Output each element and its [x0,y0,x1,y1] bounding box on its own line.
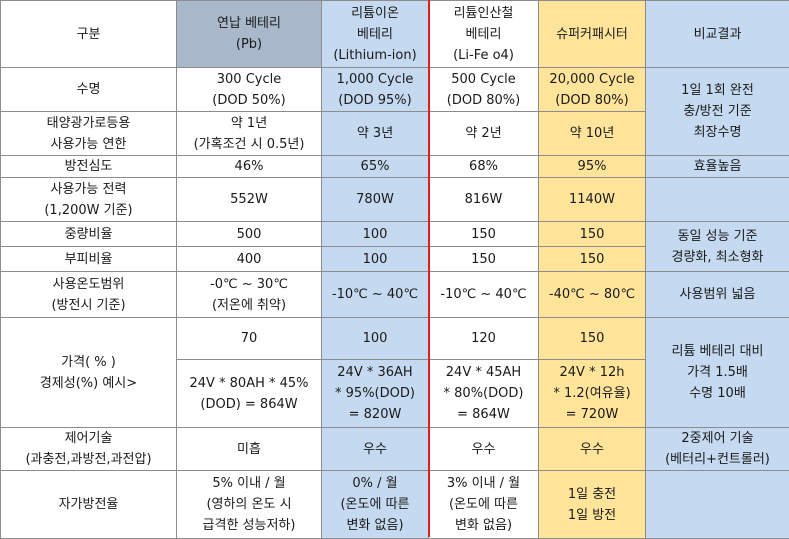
table-row: 가격( % ) 경제성(%) 예시> 70 100 120 150 리튬 베테리… [1,318,789,360]
row-label-temperature: 사용온도범위 (방전시 기준) [1,272,177,318]
cell-lfp-economy: 24V * 45AH * 80%(DOD) = 864W [429,360,539,428]
row-label-control: 제어기술 (과충전,과방전,과전압) [1,428,177,471]
result-weight-volume: 동일 성능 기준 경량화, 최소형화 [646,222,789,272]
cell-lithium-lifespan: 1,000 Cycle (DOD 95%) [322,68,429,112]
cell-lithium-weight-ratio: 100 [322,222,429,247]
cell-lfp-price: 120 [429,318,539,360]
cell-supercap-discharge-depth: 95% [539,156,646,178]
row-label-solar-years: 태양광가로등용 사용가능 연한 [1,112,177,156]
cell-lead-discharge-depth: 46% [177,156,322,178]
header-lfp-battery: 리튬인산철 베테리 (Li-Fe o4) [429,1,539,68]
cell-lead-self-discharge: 5% 이내 / 월 (영하의 온도 시 급격한 성능저하) [177,471,322,539]
cell-supercap-solar-years: 약 10년 [539,112,646,156]
table-row: 자가방전율 5% 이내 / 월 (영하의 온도 시 급격한 성능저하) 0% /… [1,471,789,539]
cell-lead-usable-power: 552W [177,178,322,222]
cell-supercap-economy: 24V * 12h * 1.2(여유율) = 720W [539,360,646,428]
cell-lithium-volume-ratio: 100 [322,247,429,272]
row-label-volume-ratio: 부피비율 [1,247,177,272]
row-label-weight-ratio: 중량비율 [1,222,177,247]
column-divider [428,0,430,537]
cell-lfp-control: 우수 [429,428,539,471]
cell-supercap-control: 우수 [539,428,646,471]
row-label-price-economy: 가격( % ) 경제성(%) 예시> [1,318,177,428]
cell-lead-price: 70 [177,318,322,360]
result-price: 리튬 베테리 대비 가격 1.5배 수명 10배 [646,318,789,428]
cell-lead-temperature: -0℃ ~ 30℃ (저온에 취약) [177,272,322,318]
cell-lithium-economy: 24V * 36AH * 95%(DOD) = 820W [322,360,429,428]
table-row: 방전심도 46% 65% 68% 95% 효율높음 [1,156,789,178]
cell-lfp-weight-ratio: 150 [429,222,539,247]
row-label-usable-power: 사용가능 전력 (1,200W 기준) [1,178,177,222]
cell-lead-lifespan: 300 Cycle (DOD 50%) [177,68,322,112]
cell-lithium-usable-power: 780W [322,178,429,222]
cell-lead-weight-ratio: 500 [177,222,322,247]
table-row: 중량비율 500 100 150 150 동일 성능 기준 경량화, 최소형화 [1,222,789,247]
cell-lithium-discharge-depth: 65% [322,156,429,178]
cell-lfp-self-discharge: 3% 이내 / 월 (온도에 따른 변화 없음) [429,471,539,539]
cell-supercap-temperature: -40℃ ~ 80℃ [539,272,646,318]
row-label-discharge-depth: 방전심도 [1,156,177,178]
cell-lithium-temperature: -10℃ ~ 40℃ [322,272,429,318]
cell-lithium-solar-years: 약 3년 [322,112,429,156]
cell-lithium-control: 우수 [322,428,429,471]
cell-lithium-self-discharge: 0% / 월 (온도에 따른 변화 없음) [322,471,429,539]
cell-supercap-self-discharge: 1일 충전 1일 방전 [539,471,646,539]
table-row: 수명 300 Cycle (DOD 50%) 1,000 Cycle (DOD … [1,68,789,112]
cell-supercap-lifespan: 20,000 Cycle (DOD 80%) [539,68,646,112]
cell-lfp-temperature: -10℃ ~ 40℃ [429,272,539,318]
header-supercapacitor: 슈퍼커패시터 [539,1,646,68]
cell-lfp-discharge-depth: 68% [429,156,539,178]
result-control: 2중제어 기술 (베터리+컨트롤러) [646,428,789,471]
table-row: 사용가능 전력 (1,200W 기준) 552W 780W 816W 1140W [1,178,789,222]
row-label-lifespan: 수명 [1,68,177,112]
cell-lead-volume-ratio: 400 [177,247,322,272]
cell-lead-economy: 24V * 80AH * 45% (DOD) = 864W [177,360,322,428]
cell-lead-solar-years: 약 1년 (가혹조건 시 0.5년) [177,112,322,156]
result-self-discharge [646,471,789,539]
header-category: 구분 [1,1,177,68]
cell-supercap-price: 150 [539,318,646,360]
header-lead-battery: 연납 베테리 (Pb) [177,1,322,68]
row-label-self-discharge: 자가방전율 [1,471,177,539]
cell-lfp-lifespan: 500 Cycle (DOD 80%) [429,68,539,112]
cell-lfp-solar-years: 약 2년 [429,112,539,156]
result-discharge-depth: 효율높음 [646,156,789,178]
header-lithium-battery: 리튬이온 베테리 (Lithium-ion) [322,1,429,68]
result-temperature: 사용범위 넓음 [646,272,789,318]
cell-supercap-usable-power: 1140W [539,178,646,222]
table-row: 제어기술 (과충전,과방전,과전압) 미흡 우수 우수 우수 2중제어 기술 (… [1,428,789,471]
cell-lithium-price: 100 [322,318,429,360]
cell-supercap-weight-ratio: 150 [539,222,646,247]
header-result: 비교결과 [646,1,789,68]
result-usable-power [646,178,789,222]
cell-lfp-usable-power: 816W [429,178,539,222]
cell-supercap-volume-ratio: 150 [539,247,646,272]
table-row: 사용온도범위 (방전시 기준) -0℃ ~ 30℃ (저온에 취약) -10℃ … [1,272,789,318]
result-lifespan: 1일 1회 완전 충/방전 기준 최장수명 [646,68,789,156]
cell-lead-control: 미흡 [177,428,322,471]
cell-lfp-volume-ratio: 150 [429,247,539,272]
header-row: 구분 연납 베테리 (Pb) 리튬이온 베테리 (Lithium-ion) 리튬… [1,1,789,68]
